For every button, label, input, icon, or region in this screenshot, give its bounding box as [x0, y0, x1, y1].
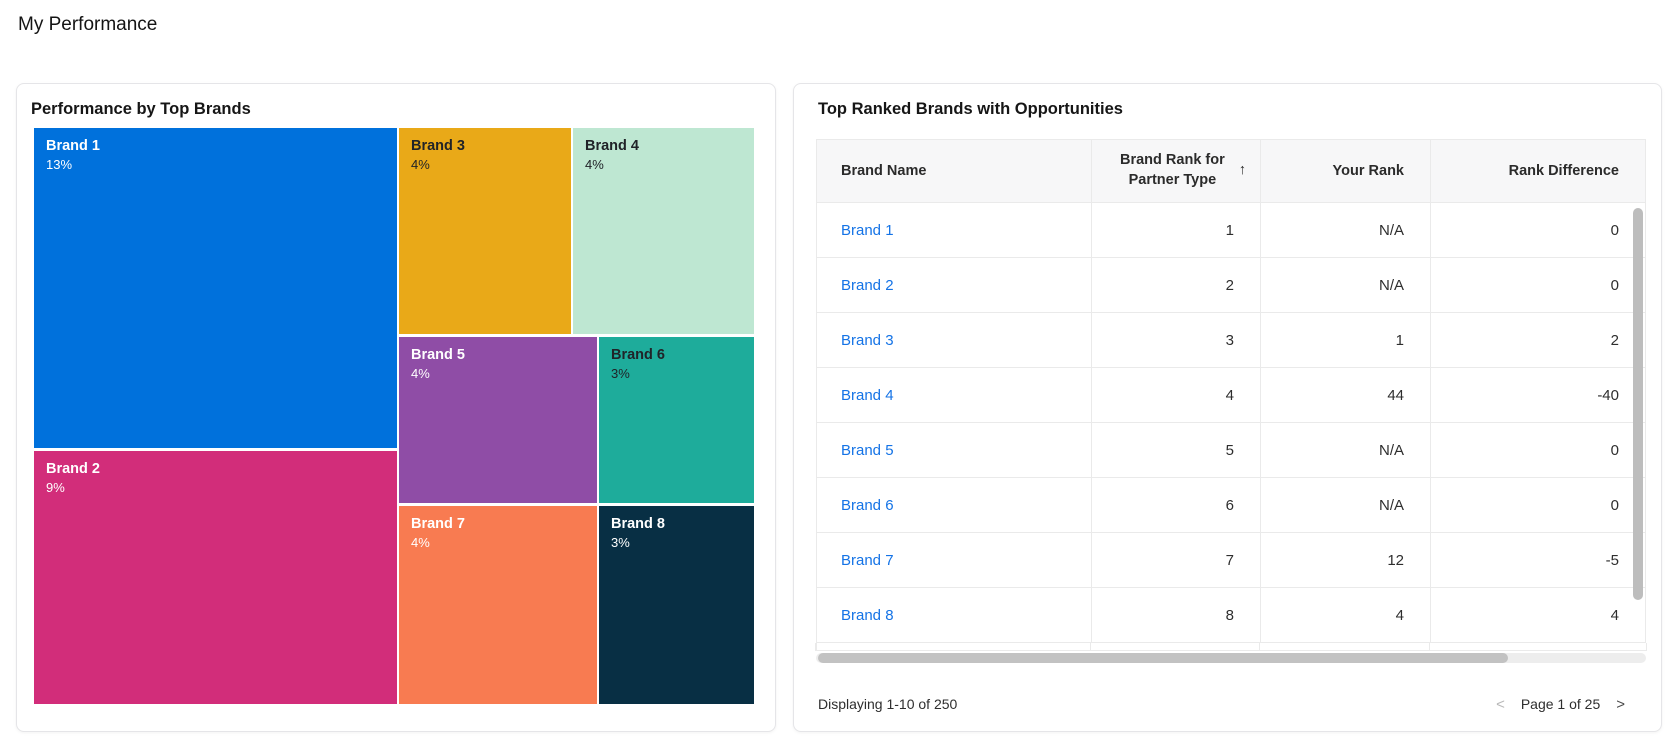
brand-link[interactable]: Brand 6 [841, 496, 894, 514]
performance-by-top-brands-card: Performance by Top Brands Brand 1 13% Br… [16, 83, 776, 732]
brand-rank-cell: 8 [1091, 588, 1260, 642]
rank-difference-cell: 0 [1430, 203, 1647, 257]
treemap-cell-label: Brand 5 [411, 347, 465, 363]
your-rank-cell: N/A [1260, 258, 1430, 312]
opportunities-table: Brand Name Brand Rank for Partner Type ↑ … [815, 139, 1647, 651]
table-row: Brand 5 5 N/A 0 [817, 423, 1645, 478]
treemap-cell-percent: 9% [46, 480, 65, 496]
horizontal-scrollbar-thumb[interactable] [818, 653, 1508, 663]
treemap-cell-percent: 13% [46, 157, 73, 173]
brand-rank-cell: 7 [1091, 533, 1260, 587]
treemap-cell-percent: 4% [585, 157, 604, 173]
rank-difference-cell: 0 [1430, 478, 1647, 532]
treemap-cell-label: Brand 4 [585, 138, 639, 154]
brand-name-cell: Brand 5 [817, 423, 1091, 477]
column-header-your-rank[interactable]: Your Rank [1260, 140, 1430, 202]
your-rank-cell: 1 [1260, 313, 1430, 367]
your-rank-cell: N/A [1260, 423, 1430, 477]
treemap-cell-label: Brand 8 [611, 516, 665, 532]
column-header-brand-rank[interactable]: Brand Rank for Partner Type ↑ [1091, 140, 1260, 202]
sort-ascending-icon: ↑ [1238, 162, 1246, 179]
table-card-title: Top Ranked Brands with Opportunities [818, 100, 1123, 118]
brand-rank-cell: 5 [1091, 423, 1260, 477]
table-row: Brand 6 6 N/A 0 [817, 478, 1645, 533]
table-header-row: Brand Name Brand Rank for Partner Type ↑ … [816, 139, 1646, 203]
brand-rank-cell: 2 [1091, 258, 1260, 312]
treemap-card-title: Performance by Top Brands [31, 100, 251, 118]
brand-name-cell: Brand 3 [817, 313, 1091, 367]
your-rank-cell: 12 [1260, 533, 1430, 587]
table-row: Brand 7 7 12 -5 [817, 533, 1645, 588]
treemap-cell-percent: 4% [411, 157, 430, 173]
your-rank-cell: N/A [1260, 478, 1430, 532]
your-rank-cell: N/A [1260, 203, 1430, 257]
rank-difference-cell: 4 [1430, 588, 1647, 642]
brand-name-cell: Brand 1 [817, 203, 1091, 257]
brand-link[interactable]: Brand 4 [841, 386, 894, 404]
brand-link[interactable]: Brand 5 [841, 441, 894, 459]
brand-name-cell: Brand 4 [817, 368, 1091, 422]
treemap-cell-label: Brand 7 [411, 516, 465, 532]
treemap-cell-label: Brand 3 [411, 138, 465, 154]
brand-link[interactable]: Brand 3 [841, 331, 894, 349]
top-ranked-brands-card: Top Ranked Brands with Opportunities Bra… [793, 83, 1662, 732]
table-body: Brand 1 1 N/A 0 Brand 2 2 N/A 0 [816, 203, 1646, 643]
column-header-brand-name[interactable]: Brand Name [841, 163, 927, 179]
brand-rank-cell: 6 [1091, 478, 1260, 532]
brand-rank-cell: 4 [1091, 368, 1260, 422]
treemap-cell-brand-7[interactable]: Brand 7 4% [399, 506, 597, 704]
treemap-cell-label: Brand 2 [46, 461, 100, 477]
treemap-cell-brand-8[interactable]: Brand 8 3% [599, 506, 754, 704]
rank-difference-cell: 0 [1430, 258, 1647, 312]
brand-name-cell: Brand 6 [817, 478, 1091, 532]
treemap-cell-brand-5[interactable]: Brand 5 4% [399, 337, 597, 503]
treemap-cell-percent: 3% [611, 535, 630, 551]
vertical-scrollbar-thumb[interactable] [1633, 208, 1643, 600]
table-footer: Displaying 1-10 of 250 < Page 1 of 25 > [818, 689, 1625, 719]
brand-name-cell: Brand 8 [817, 588, 1091, 642]
table-row: Brand 2 2 N/A 0 [817, 258, 1645, 313]
page-title: My Performance [18, 14, 158, 35]
rank-difference-cell: -40 [1430, 368, 1647, 422]
rank-difference-cell: 2 [1430, 313, 1647, 367]
treemap-cell-brand-6[interactable]: Brand 6 3% [599, 337, 754, 503]
page-indicator: Page 1 of 25 [1520, 696, 1601, 712]
table-row: Brand 4 4 44 -40 [817, 368, 1645, 423]
brand-link[interactable]: Brand 8 [841, 606, 894, 624]
treemap-cell-percent: 3% [611, 366, 630, 382]
treemap-chart: Brand 1 13% Brand 2 9% Brand 3 4% Brand … [34, 128, 754, 704]
brand-rank-cell: 3 [1091, 313, 1260, 367]
next-page-button[interactable]: > [1616, 695, 1625, 713]
treemap-cell-brand-1[interactable]: Brand 1 13% [34, 128, 397, 448]
table-row: Brand 8 8 4 4 [817, 588, 1645, 643]
your-rank-cell: 44 [1260, 368, 1430, 422]
column-header-brand-rank-label: Brand Rank for Partner Type [1120, 152, 1225, 188]
clipped-next-row [815, 643, 1647, 651]
brand-name-cell: Brand 7 [817, 533, 1091, 587]
brand-link[interactable]: Brand 7 [841, 551, 894, 569]
brand-name-cell: Brand 2 [817, 258, 1091, 312]
column-header-rank-difference[interactable]: Rank Difference [1430, 140, 1647, 202]
rank-difference-cell: 0 [1430, 423, 1647, 477]
table-row: Brand 3 3 1 2 [817, 313, 1645, 368]
treemap-cell-brand-3[interactable]: Brand 3 4% [399, 128, 571, 334]
your-rank-cell: 4 [1260, 588, 1430, 642]
treemap-cell-label: Brand 1 [46, 138, 100, 154]
rank-difference-cell: -5 [1430, 533, 1647, 587]
treemap-cell-percent: 4% [411, 535, 430, 551]
previous-page-button[interactable]: < [1496, 695, 1505, 713]
horizontal-scrollbar-track[interactable] [816, 653, 1646, 663]
brand-link[interactable]: Brand 2 [841, 276, 894, 294]
treemap-cell-brand-2[interactable]: Brand 2 9% [34, 451, 397, 704]
pagination: < Page 1 of 25 > [1496, 696, 1625, 713]
treemap-cell-label: Brand 6 [611, 347, 665, 363]
table-row: Brand 1 1 N/A 0 [817, 203, 1645, 258]
brand-link[interactable]: Brand 1 [841, 221, 894, 239]
treemap-cell-brand-4[interactable]: Brand 4 4% [573, 128, 754, 334]
treemap-cell-percent: 4% [411, 366, 430, 382]
displaying-count-text: Displaying 1-10 of 250 [818, 696, 958, 712]
brand-rank-cell: 1 [1091, 203, 1260, 257]
